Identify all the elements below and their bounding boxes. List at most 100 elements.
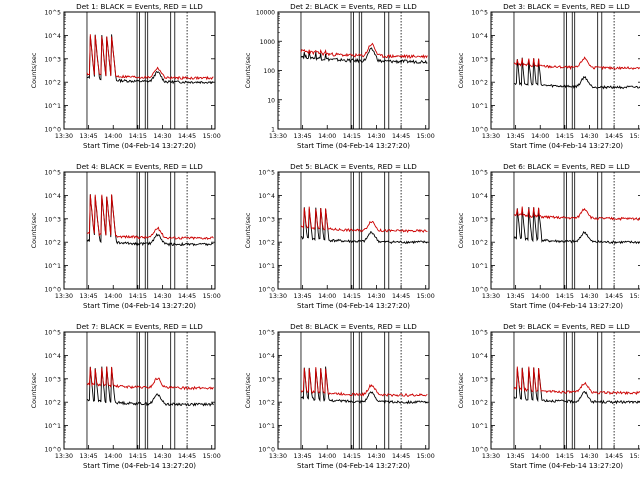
series-lld (300, 206, 428, 234)
series-lld (300, 42, 428, 60)
panel-title: Det 8: BLACK = Events, RED = LLD (290, 322, 417, 331)
y-tick-label: 10^3 (472, 216, 489, 223)
y-tick-label: 10^5 (45, 10, 62, 17)
y-tick-label: 10^4 (472, 353, 489, 360)
y-axis-label: Counts/sec (244, 52, 252, 88)
x-tick-label: 14:00 (531, 293, 549, 300)
y-tick-label: 10^3 (472, 376, 489, 383)
x-tick-label: 13:45 (80, 133, 98, 140)
x-tick-label: 14:45 (605, 453, 623, 460)
x-tick-label: 14:00 (318, 453, 336, 460)
x-tick-label: 13:45 (507, 293, 525, 300)
x-tick-label: 14:30 (367, 453, 385, 460)
x-tick-label: 15:00 (203, 293, 221, 300)
y-tick-label: 10^3 (45, 56, 62, 63)
panel-title: Det 2: BLACK = Events, RED = LLD (290, 2, 417, 11)
x-tick-label: 13:30 (269, 453, 287, 460)
x-tick-label: 13:45 (294, 133, 312, 140)
y-tick-label: 10^4 (45, 33, 62, 40)
y-tick-label: 10^5 (259, 170, 276, 177)
y-tick-label: 10^4 (45, 353, 62, 360)
y-axis-label: Counts/sec (457, 372, 465, 408)
x-tick-label: 14:00 (531, 453, 549, 460)
x-tick-label: 14:15 (343, 293, 361, 300)
x-tick-label: 14:45 (392, 293, 410, 300)
x-tick-label: 14:45 (392, 133, 410, 140)
y-tick-label: 10 (267, 97, 275, 104)
x-tick-label: 14:15 (343, 133, 361, 140)
panel-title: Det 6: BLACK = Events, RED = LLD (503, 162, 630, 171)
y-tick-label: 100 (264, 68, 276, 75)
panel-title: Det 1: BLACK = Events, RED = LLD (76, 2, 203, 11)
panel-det-2: Det 2: BLACK = Events, RED = LLD Counts/s… (244, 2, 435, 150)
x-tick-label: 15:00 (417, 453, 435, 460)
series-lld (300, 367, 428, 397)
y-tick-label: 10^1 (45, 103, 62, 110)
x-tick-label: 14:30 (153, 133, 171, 140)
y-tick-label: 10^4 (45, 193, 62, 200)
y-tick-label: 10^2 (472, 80, 489, 87)
x-tick-label: 14:15 (343, 453, 361, 460)
panel-det-6: Det 6: BLACK = Events, RED = LLD Counts/s… (457, 162, 640, 310)
x-tick-label: 14:15 (556, 293, 574, 300)
y-axis-label: Counts/sec (244, 372, 252, 408)
y-tick-label: 1 (271, 127, 275, 134)
y-tick-label: 10^2 (472, 240, 489, 247)
x-tick-label: 14:00 (531, 133, 549, 140)
plot-frame (490, 11, 640, 130)
y-tick-label: 10^0 (472, 447, 489, 454)
x-tick-label: 14:45 (605, 293, 623, 300)
panel-det-7: Det 7: BLACK = Events, RED = LLD Counts/s… (30, 322, 221, 470)
y-tick-label: 10^2 (45, 80, 62, 87)
x-tick-label: 15:00 (203, 133, 221, 140)
x-axis-label: Start Time (04-Feb-14 13:27:20) (297, 302, 410, 310)
panel-det-5: Det 5: BLACK = Events, RED = LLD Counts/s… (244, 162, 435, 310)
x-tick-label: 14:30 (580, 133, 598, 140)
x-tick-label: 14:30 (367, 133, 385, 140)
panel-title: Det 9: BLACK = Events, RED = LLD (503, 322, 630, 331)
y-tick-label: 10^5 (472, 170, 489, 177)
y-axis-label: Counts/sec (457, 52, 465, 88)
y-tick-label: 10^2 (259, 400, 276, 407)
x-tick-label: 14:30 (367, 293, 385, 300)
y-axis-label: Counts/sec (30, 372, 38, 408)
x-tick-label: 15:00 (417, 293, 435, 300)
x-axis-label: Start Time (04-Feb-14 13:27:20) (297, 462, 410, 470)
y-tick-label: 10^0 (472, 127, 489, 134)
x-tick-label: 14:15 (129, 293, 147, 300)
x-tick-label: 13:30 (55, 133, 73, 140)
x-tick-label: 13:45 (507, 133, 525, 140)
y-tick-label: 1000 (260, 39, 275, 46)
series-lld (86, 194, 214, 241)
y-tick-label: 10^3 (45, 216, 62, 223)
y-tick-label: 10^5 (259, 330, 276, 337)
x-axis-label: Start Time (04-Feb-14 13:27:20) (297, 142, 410, 150)
x-axis-label: Start Time (04-Feb-14 13:27:20) (83, 462, 196, 470)
x-tick-label: 14:45 (392, 453, 410, 460)
x-tick-label: 15:00 (417, 133, 435, 140)
series-events (513, 57, 640, 90)
y-tick-label: 10^1 (472, 103, 489, 110)
series-events (300, 47, 428, 65)
x-tick-label: 13:45 (294, 453, 312, 460)
x-tick-label: 13:45 (294, 293, 312, 300)
y-tick-label: 10^0 (45, 127, 62, 134)
y-tick-label: 10^0 (472, 287, 489, 294)
x-tick-label: 14:00 (104, 293, 122, 300)
x-tick-label: 14:30 (153, 293, 171, 300)
y-tick-label: 10^3 (259, 376, 276, 383)
x-tick-label: 15:00 (630, 453, 640, 460)
x-tick-label: 13:45 (80, 453, 98, 460)
x-tick-label: 14:00 (318, 133, 336, 140)
y-tick-label: 10^0 (259, 447, 276, 454)
x-tick-label: 14:45 (178, 293, 196, 300)
x-tick-label: 14:15 (129, 453, 147, 460)
x-tick-label: 13:30 (269, 133, 287, 140)
x-tick-label: 13:30 (482, 133, 500, 140)
x-axis-label: Start Time (04-Feb-14 13:27:20) (510, 302, 623, 310)
x-axis-label: Start Time (04-Feb-14 13:27:20) (510, 142, 623, 150)
y-axis-label: Counts/sec (30, 212, 38, 248)
panel-title: Det 7: BLACK = Events, RED = LLD (76, 322, 203, 331)
series-lld (513, 56, 640, 71)
x-tick-label: 14:45 (605, 133, 623, 140)
